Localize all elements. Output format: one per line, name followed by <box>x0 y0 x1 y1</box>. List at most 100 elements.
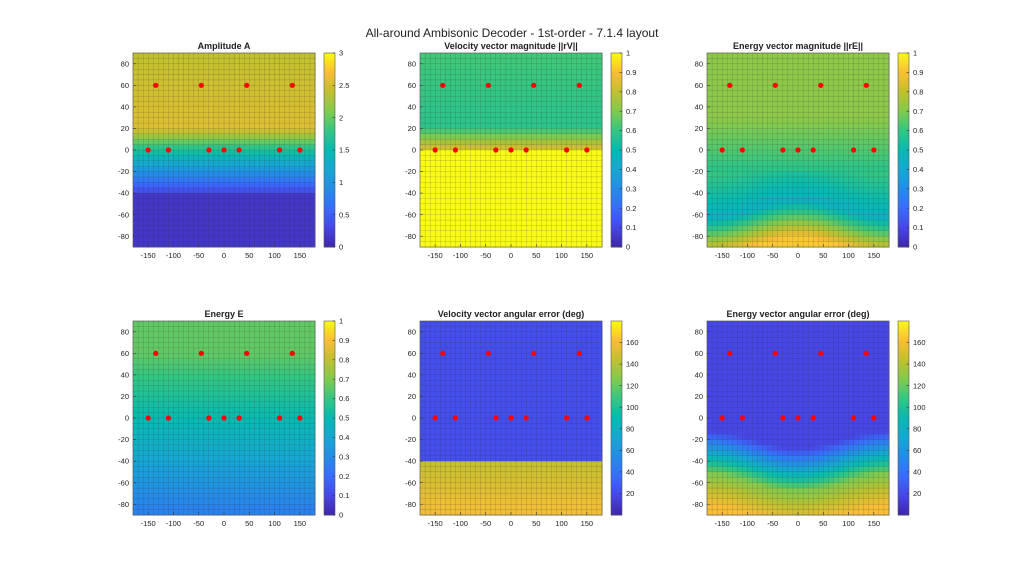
heatmap-cell <box>304 396 311 403</box>
heatmap-cell <box>218 171 225 178</box>
heatmap-cell <box>309 52 316 59</box>
heatmap-cell <box>279 122 286 129</box>
heatmap-cell <box>787 122 794 129</box>
colorbar-segment <box>324 130 335 135</box>
heatmap-cell <box>223 219 230 226</box>
heatmap-cell <box>520 106 527 113</box>
heatmap-cell <box>762 85 769 92</box>
heatmap-cell <box>259 326 265 333</box>
heatmap-cell <box>142 117 149 124</box>
heatmap-cell <box>742 95 748 103</box>
heatmap-cell <box>772 139 779 146</box>
heatmap-cell <box>158 117 164 124</box>
heatmap-cell <box>536 198 542 205</box>
heatmap-cell <box>772 90 779 97</box>
heatmap-cell <box>878 192 885 200</box>
heatmap-cell <box>465 144 472 151</box>
heatmap-cell <box>239 353 245 360</box>
heatmap-cell <box>752 209 759 216</box>
heatmap-cell <box>294 320 301 327</box>
heatmap-cell <box>757 101 764 108</box>
colorbar-segment <box>611 146 622 151</box>
heatmap-cell <box>158 74 164 81</box>
heatmap-cell <box>218 95 225 103</box>
heatmap-cell <box>531 241 537 248</box>
heatmap-cell <box>833 106 839 113</box>
heatmap-cell <box>485 187 492 194</box>
heatmap-cell <box>309 320 316 327</box>
heatmap-cell <box>782 198 789 205</box>
heatmap-cell <box>787 63 794 70</box>
heatmap-cell <box>556 149 563 156</box>
heatmap-cell <box>873 192 880 200</box>
heatmap-cell <box>424 95 431 103</box>
heatmap-cell <box>294 192 301 200</box>
heatmap-cell <box>531 166 537 173</box>
heatmap-cell <box>269 122 276 129</box>
heatmap-cell <box>561 198 568 205</box>
heatmap-cell <box>716 198 723 205</box>
heatmap-cell <box>752 139 759 146</box>
heatmap-cell <box>737 74 743 81</box>
heatmap-cell <box>183 347 190 354</box>
heatmap-cell <box>218 63 225 70</box>
heatmap-cell <box>833 219 839 226</box>
heatmap-cell <box>254 385 260 392</box>
colorbar-segment <box>898 201 909 206</box>
heatmap-cell <box>777 69 784 76</box>
heatmap-cell <box>596 182 603 189</box>
heatmap-cell <box>279 337 286 344</box>
heatmap-cell <box>792 198 799 205</box>
heatmap-cell <box>591 122 598 129</box>
heatmap-cell <box>752 85 759 92</box>
heatmap-cell <box>878 171 885 178</box>
heatmap-cell <box>304 423 311 430</box>
heatmap-cell <box>193 396 200 403</box>
heatmap-cell <box>259 198 265 205</box>
heatmap-cell <box>706 69 713 76</box>
heatmap-cell <box>254 225 260 232</box>
heatmap-cell <box>596 214 603 221</box>
heatmap-cell <box>455 160 461 167</box>
heatmap-cell <box>571 106 578 113</box>
heatmap-cell <box>596 171 603 178</box>
heatmap-cell <box>762 79 769 86</box>
heatmap-cell <box>802 95 809 103</box>
heatmap-cell <box>158 176 164 183</box>
heatmap-cell <box>485 117 492 124</box>
heatmap-cell <box>566 160 573 167</box>
heatmap-cell <box>228 363 235 371</box>
heatmap-cell <box>873 236 880 243</box>
heatmap-cell <box>772 171 779 178</box>
heatmap-cell <box>465 95 472 103</box>
x-tick-label: 100 <box>268 251 281 260</box>
heatmap-cell <box>294 407 301 414</box>
heatmap-cell <box>137 369 144 376</box>
heatmap-cell <box>289 230 296 237</box>
heatmap-cell <box>505 182 512 189</box>
heatmap-cell <box>223 69 230 76</box>
heatmap-cell <box>289 128 296 135</box>
heatmap-cell <box>208 241 215 248</box>
heatmap-cell <box>878 236 885 243</box>
heatmap-cell <box>429 219 436 226</box>
heatmap-cell <box>807 133 814 140</box>
heatmap-cell <box>762 69 769 76</box>
heatmap-cell <box>792 63 799 70</box>
heatmap-cell <box>223 337 230 344</box>
heatmap-cell <box>223 358 230 365</box>
heatmap-cell <box>571 209 578 216</box>
heatmap-cell <box>475 139 482 146</box>
heatmap-cell <box>178 214 185 221</box>
heatmap-cell <box>475 122 482 129</box>
heatmap-cell <box>727 198 733 205</box>
heatmap-cell <box>732 74 738 81</box>
heatmap-cell <box>198 326 205 333</box>
heatmap-cell <box>233 337 240 344</box>
x-tick-label: 100 <box>555 251 568 260</box>
heatmap-cell <box>807 219 814 226</box>
heatmap-cell <box>807 85 814 92</box>
heatmap-cell <box>198 417 205 424</box>
heatmap-cell <box>711 85 718 92</box>
heatmap-cell <box>868 106 875 113</box>
